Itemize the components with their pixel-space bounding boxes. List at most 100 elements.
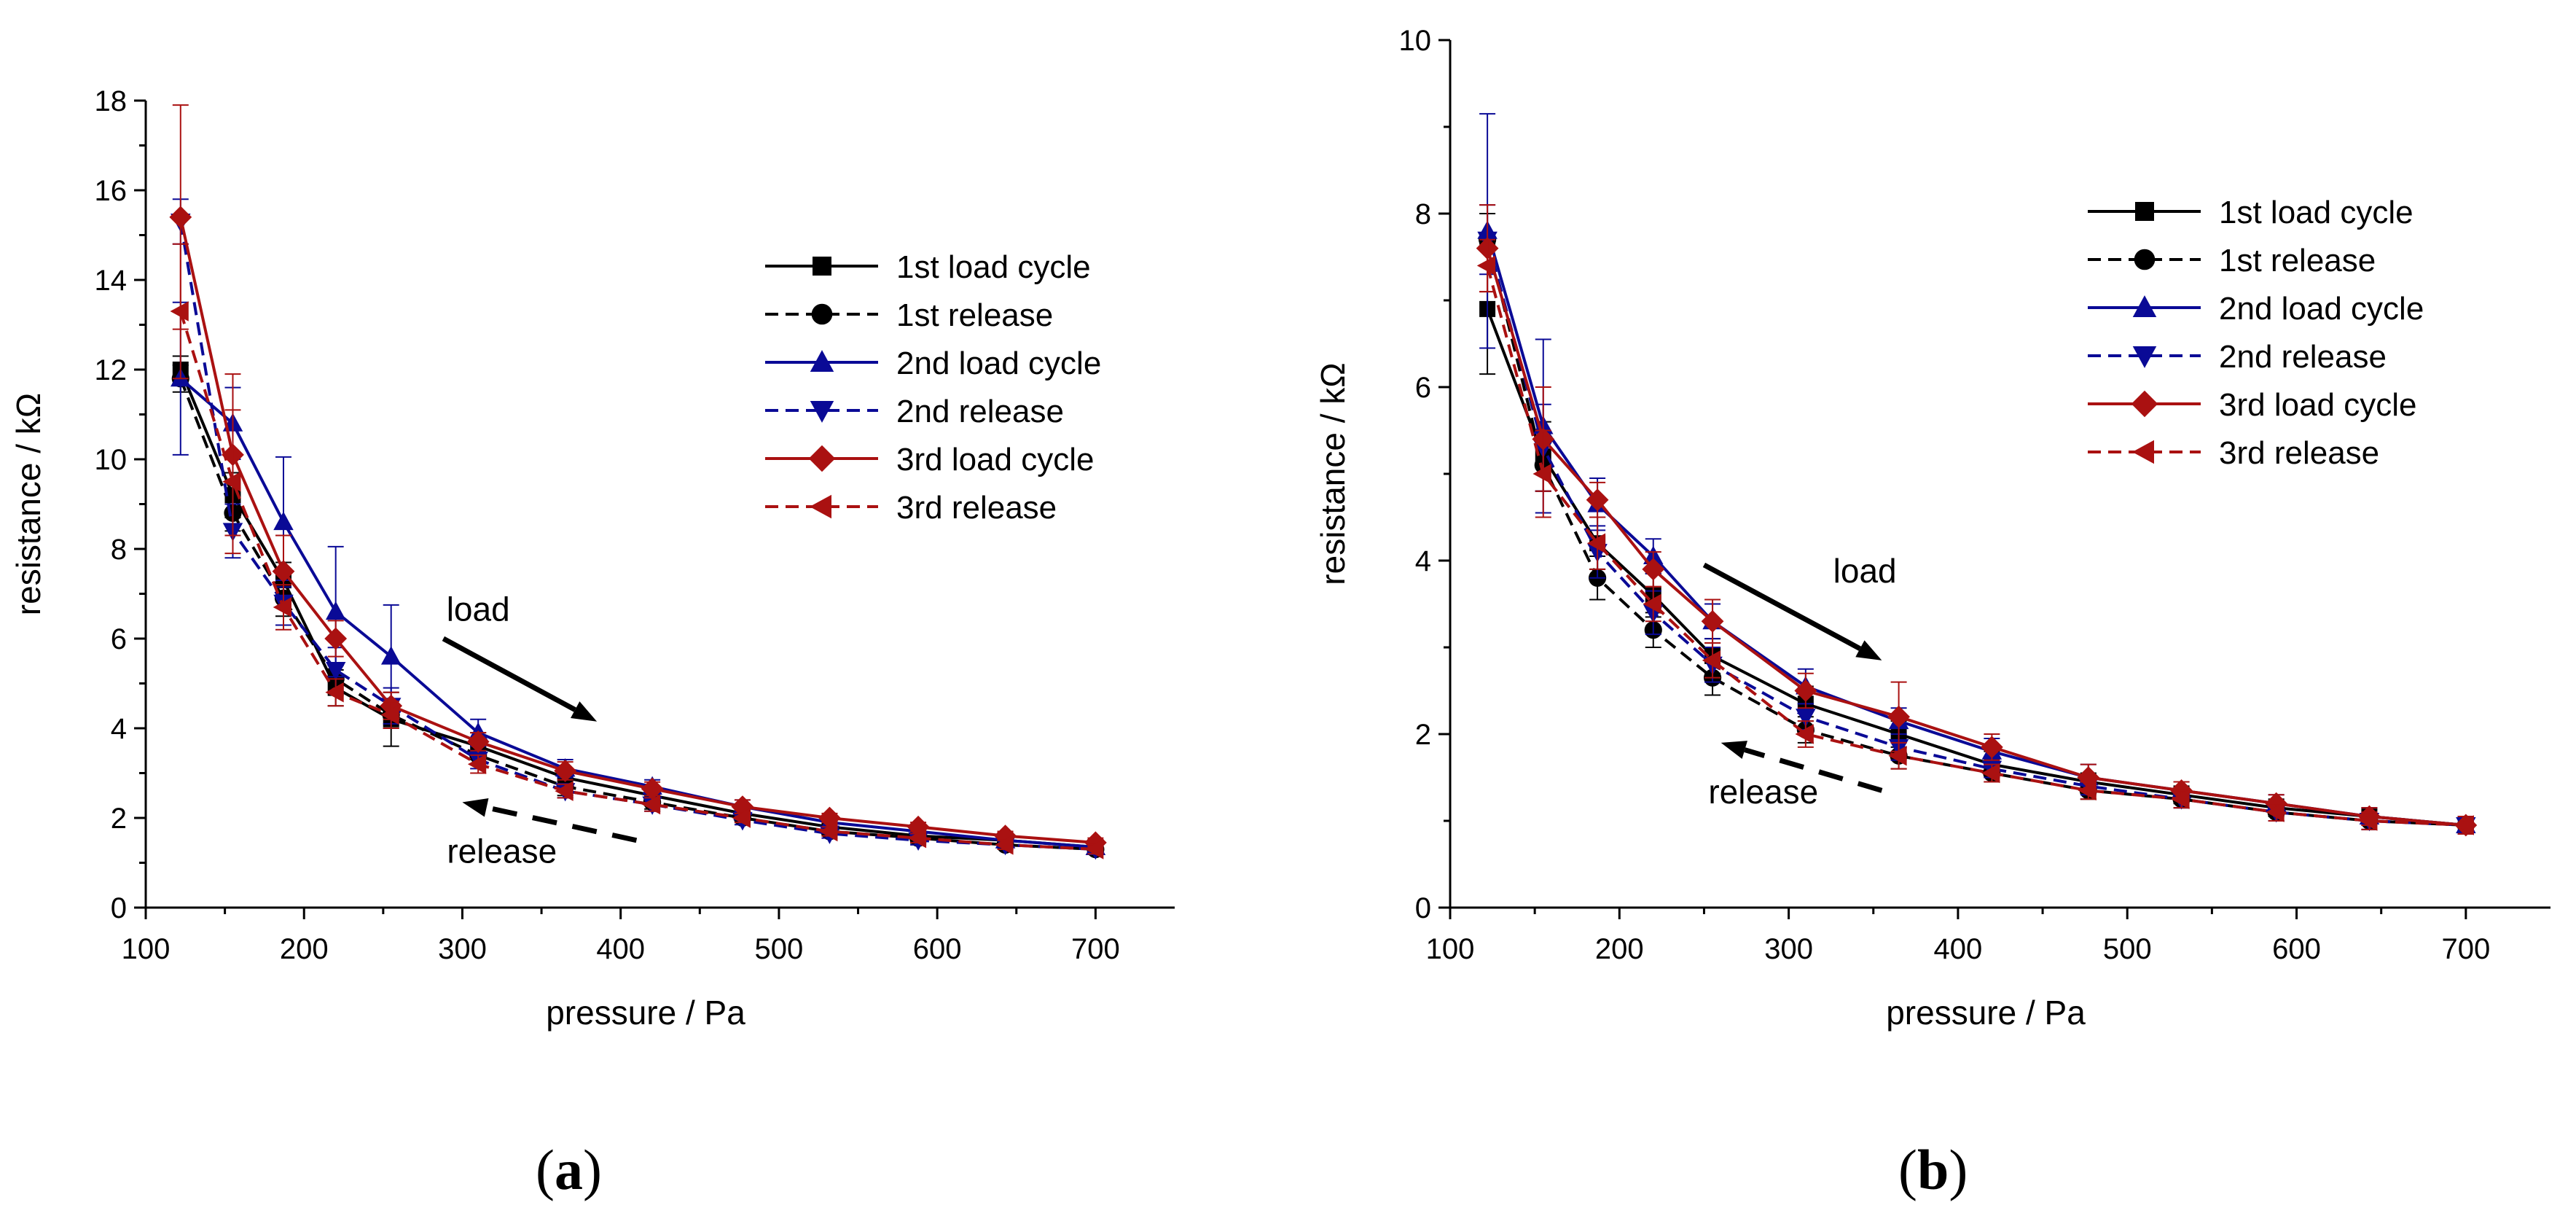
chart-a-legend: 1st load cycle 1st release 2nd load cycle 2… xyxy=(765,249,1101,526)
panel-a-caption: (a) xyxy=(536,1138,602,1201)
chart-a-data-point-3rd-release xyxy=(1085,839,1104,859)
chart-a-data-point-3rd-release xyxy=(380,704,399,725)
chart-a-legend-marker xyxy=(808,445,836,472)
chart-a-legend-label-1st-load-cycle: 1st load cycle xyxy=(896,249,1091,285)
chart-b-y-tick-label: 2 xyxy=(1415,719,1431,751)
chart-b-x-axis-label: pressure / Pa xyxy=(1886,994,2086,1032)
chart-a-legend-marker xyxy=(813,257,831,276)
chart-b-data-point-3rd-release xyxy=(1795,724,1814,744)
chart-b-data-point-3rd-load-cycle xyxy=(1794,679,1817,702)
chart-a-data-point-3rd-release xyxy=(819,821,838,842)
chart-a-annotation-release: release xyxy=(447,833,557,870)
chart-a-series-1st-load-cycle xyxy=(172,355,1104,855)
chart-a-legend-label-3rd-load-cycle: 3rd load cycle xyxy=(896,442,1094,477)
chart-a-annotation-arrowhead-release xyxy=(462,798,489,817)
chart-b-series-line-1st-release xyxy=(1486,239,2466,827)
chart-b-data-point-3rd-load-cycle xyxy=(1980,736,2003,759)
chart-a-series-3rd-load-cycle xyxy=(169,104,1107,854)
chart-b-y-tick-label: 10 xyxy=(1399,25,1432,57)
chart-b-data-point-3rd-load-cycle xyxy=(1701,609,1724,633)
chart-b-x-tick-label: 600 xyxy=(2272,933,2321,965)
chart-a-legend-marker xyxy=(810,350,834,372)
chart-a-data-point-3rd-load-cycle xyxy=(169,206,192,229)
chart-b-legend-label-1st-release: 1st release xyxy=(2219,243,2376,278)
chart-a-y-tick-label: 16 xyxy=(95,175,128,207)
chart-a-x-tick-label: 100 xyxy=(122,933,171,965)
chart-b-data-point-2nd-release xyxy=(1796,709,1816,728)
chart-b-annotation-arrow-release xyxy=(1744,747,1883,793)
chart-b-data-point-3rd-release xyxy=(1888,746,1907,766)
chart-b-x-tick-label: 100 xyxy=(1426,933,1475,965)
chart-b-legend-label-2nd-release: 2nd release xyxy=(2219,339,2387,375)
chart-b-legend-label-2nd-load-cycle: 2nd load cycle xyxy=(2219,291,2424,327)
chart-a-data-point-3rd-load-cycle xyxy=(324,627,348,650)
chart-b-data-point-3rd-release xyxy=(2455,815,2474,835)
chart-b-legend-marker xyxy=(2134,249,2156,270)
chart-a-data-point-2nd-load-cycle xyxy=(380,646,402,665)
chart-a-annotation-arrow-load xyxy=(442,636,576,712)
chart-b-data-point-3rd-release xyxy=(1702,650,1721,671)
chart-b-data-point-3rd-release xyxy=(2078,780,2097,801)
chart-a-legend-marker xyxy=(810,494,831,519)
chart-a-annotation-arrow-release xyxy=(485,805,638,843)
chart-b-legend: 1st load cycle 1st release 2nd load cycle 2… xyxy=(2088,195,2424,471)
chart-b-annotation-arrow-load xyxy=(1702,562,1862,651)
chart-a-data-point-3rd-load-cycle xyxy=(466,730,490,753)
chart-b-legend-marker xyxy=(2132,295,2157,317)
chart-b-data-point-3rd-release xyxy=(2359,811,2378,831)
chart-a-y-tick-label: 18 xyxy=(95,85,128,117)
chart-a-y-tick-label: 2 xyxy=(111,803,127,835)
chart-b-legend-label-3rd-release: 3rd release xyxy=(2219,435,2379,471)
chart-b-x-tick-label: 500 xyxy=(2103,933,2152,965)
chart-b-data-point-3rd-load-cycle xyxy=(1887,705,1911,728)
chart-a-y-tick-label: 8 xyxy=(111,534,127,566)
chart-a-data-point-3rd-release xyxy=(641,794,661,815)
chart-b-legend-label-3rd-load-cycle: 3rd load cycle xyxy=(2219,387,2416,423)
chart-b-legend-marker xyxy=(2132,440,2154,464)
chart-b-data-point-3rd-load-cycle xyxy=(1586,488,1609,512)
chart-b-data-point-3rd-load-cycle xyxy=(1642,558,1665,581)
chart-b-y-tick-label: 4 xyxy=(1415,545,1431,577)
chart-b-data-point-3rd-release xyxy=(1981,763,2000,784)
chart-a-legend-label-2nd-release: 2nd release xyxy=(896,394,1064,429)
chart-b-data-point-3rd-release xyxy=(2171,789,2190,809)
panel-b-caption: (b) xyxy=(1898,1138,1968,1201)
chart-b-series-3rd-release xyxy=(1476,238,2474,835)
chart-a-data-point-3rd-load-cycle xyxy=(994,824,1017,847)
chart-a-data-point-3rd-release xyxy=(907,827,927,849)
chart-b-x-tick-label: 300 xyxy=(1764,933,1813,965)
chart-a-y-axis-label: resistance / kΩ xyxy=(9,393,47,615)
chart-a-data-point-3rd-release xyxy=(170,301,189,321)
chart-panel-a: 100 200 300 400 500 600 700 0 2 4 6 8 10 12 14 16 18 pres… xyxy=(9,85,1175,1032)
chart-a-data-point-2nd-release xyxy=(325,662,346,681)
chart-a-legend-marker xyxy=(811,303,833,325)
chart-b-x-tick-label: 200 xyxy=(1595,933,1644,965)
chart-a-x-tick-label: 700 xyxy=(1071,933,1120,965)
chart-b-legend-marker xyxy=(2131,390,2158,418)
chart-a-y-tick-label: 10 xyxy=(95,444,128,476)
chart-a-data-point-3rd-load-cycle xyxy=(641,777,664,800)
chart-a-x-tick-label: 500 xyxy=(755,933,804,965)
chart-a-annotation-load: load xyxy=(447,590,510,628)
chart-b-legend-marker xyxy=(2135,202,2154,221)
chart-a-legend-label-3rd-release: 3rd release xyxy=(896,490,1057,526)
chart-a-data-point-3rd-load-cycle xyxy=(272,560,295,583)
chart-a-data-point-3rd-release xyxy=(995,835,1014,855)
chart-a-x-tick-label: 600 xyxy=(913,933,962,965)
chart-a-data-point-3rd-release xyxy=(467,754,487,774)
chart-b-annotation-load: load xyxy=(1833,552,1897,590)
chart-a-y-tick-label: 6 xyxy=(111,623,127,655)
chart-a-data-point-3rd-release xyxy=(273,597,291,617)
chart-b-series-line-2nd-release xyxy=(1486,239,2466,827)
chart-a-data-point-3rd-release xyxy=(222,472,241,492)
chart-a-data-point-3rd-load-cycle xyxy=(554,760,577,782)
chart-a-series-3rd-release xyxy=(170,243,1104,859)
chart-a-x-tick-label: 400 xyxy=(596,933,645,965)
chart-a-annotation-arrowhead-load xyxy=(571,701,598,722)
chart-b-data-point-3rd-release xyxy=(1586,533,1606,553)
chart-panel-b: 100 200 300 400 500 600 700 0 2 4 6 8 10 pressure / P… xyxy=(1314,25,2550,1032)
chart-b-data-point-3rd-release xyxy=(1476,255,1496,276)
chart-b-y-axis-label: resistance / kΩ xyxy=(1314,362,1352,585)
chart-a-legend-label-2nd-load-cycle: 2nd load cycle xyxy=(896,346,1101,381)
